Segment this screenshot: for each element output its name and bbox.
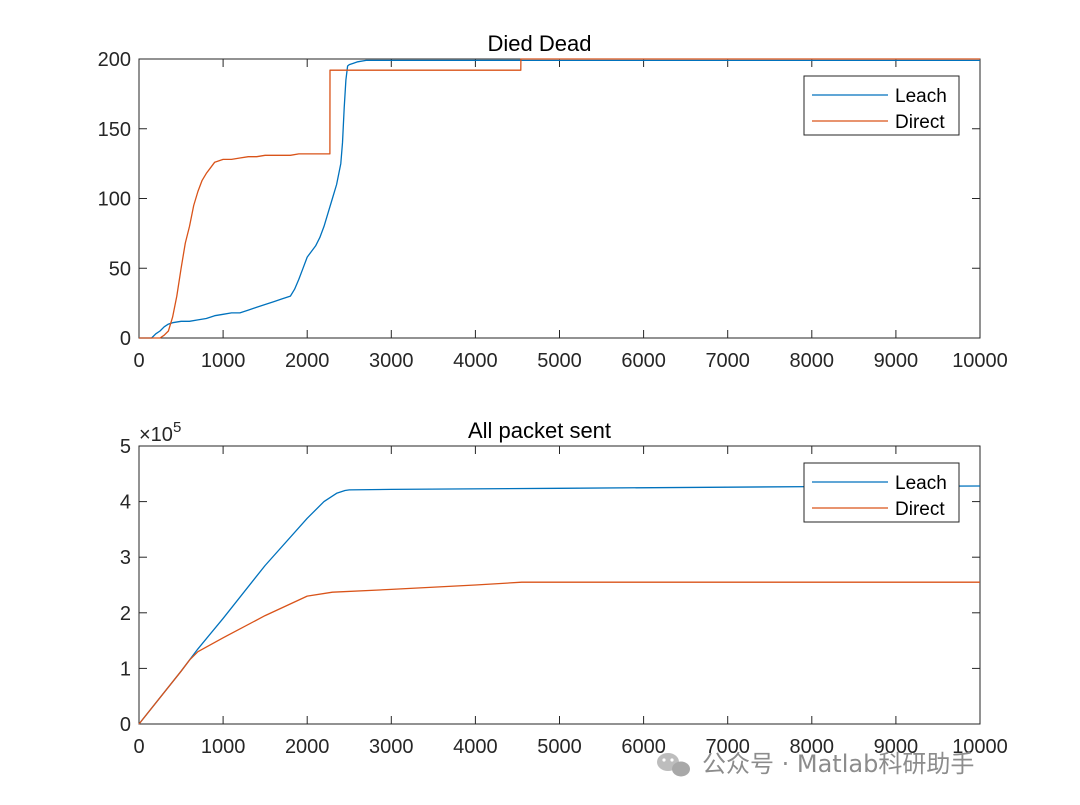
y-tick-label: 5 — [120, 436, 131, 458]
series-line-leach — [139, 59, 980, 339]
plot-died-dead: 0 1000 2000 3000 4000 5000 6000 7000 8000 9000 100… — [98, 31, 1008, 372]
x-tick-label: 9000 — [874, 350, 919, 372]
x-tick-label: 8000 — [790, 350, 835, 372]
x-tick-label: 0 — [133, 350, 144, 372]
y-tick-label: 100 — [98, 189, 131, 211]
x-tick-label: 6000 — [621, 736, 666, 758]
x-tick-label: 0 — [133, 736, 144, 758]
legend-label-leach: Leach — [895, 473, 947, 494]
legend-label-leach: Leach — [895, 86, 947, 107]
y-tick-label: 1 — [120, 658, 131, 680]
x-tick-label: 9000 — [874, 736, 919, 758]
x-tick-label: 7000 — [705, 350, 750, 372]
y-tick-label: 150 — [98, 119, 131, 141]
chart-title: All packet sent — [468, 418, 611, 443]
x-tick-label: 3000 — [369, 350, 414, 372]
y-tick-label: 0 — [120, 714, 131, 736]
wechat-icon — [657, 753, 690, 777]
x-tick-label: 7000 — [705, 736, 750, 758]
y-tick-label: 3 — [120, 547, 131, 569]
x-tick-label: 4000 — [453, 350, 498, 372]
x-tick-label: 10000 — [952, 350, 1008, 372]
y-tick-label: 50 — [109, 258, 131, 280]
legend-box — [803, 462, 960, 523]
x-tick-label: 10000 — [952, 736, 1008, 758]
x-tick-label: 2000 — [285, 350, 330, 372]
x-tick-label: 2000 — [285, 736, 330, 758]
x-tick-label: 3000 — [369, 736, 414, 758]
series-line-direct — [139, 58, 980, 339]
series-line-direct — [138, 581, 980, 725]
x-tick-label: 8000 — [790, 736, 835, 758]
plot-all-packet-sent: 0 1000 2000 3000 4000 5000 6000 7000 8000 9000 100… — [120, 418, 1008, 758]
legend-box — [803, 75, 960, 136]
y-tick-label: 0 — [120, 328, 131, 350]
watermark: 公众号 · Matlab科研助手 — [657, 750, 974, 778]
legend-label-direct: Direct — [895, 112, 945, 133]
chart-title: Died Dead — [488, 31, 592, 56]
x-tick-label: 1000 — [201, 350, 246, 372]
x-tick-label: 5000 — [537, 736, 582, 758]
legend-label-direct: Direct — [895, 499, 945, 520]
y-tick-label: 2 — [120, 603, 131, 625]
legend: Leach Direct — [803, 462, 960, 523]
legend: Leach Direct — [803, 75, 960, 136]
y-exponent-label: ×105 — [139, 419, 181, 446]
series-line-leach — [138, 485, 981, 725]
x-tick-label: 4000 — [453, 736, 498, 758]
y-tick-label: 200 — [98, 49, 131, 71]
x-tick-label: 6000 — [621, 350, 666, 372]
x-tick-label: 1000 — [201, 736, 246, 758]
y-tick-label: 4 — [120, 492, 131, 514]
x-tick-label: 5000 — [537, 350, 582, 372]
watermark-text: 公众号 · Matlab科研助手 — [702, 750, 974, 778]
